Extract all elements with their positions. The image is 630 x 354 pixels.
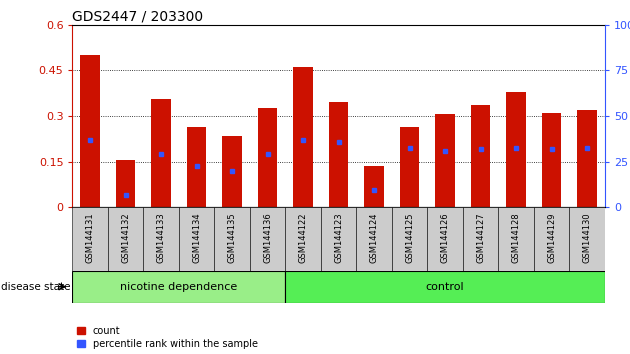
Text: GSM144132: GSM144132	[121, 212, 130, 263]
Text: GSM144125: GSM144125	[405, 212, 414, 263]
Text: nicotine dependence: nicotine dependence	[120, 282, 238, 292]
Bar	[471, 105, 490, 207]
Bar	[179, 207, 214, 271]
Bar	[151, 99, 171, 207]
Bar	[427, 207, 463, 271]
Bar	[329, 102, 348, 207]
Bar	[463, 207, 498, 271]
Text: GSM144128: GSM144128	[512, 212, 520, 263]
Bar	[108, 207, 144, 271]
Text: GSM144122: GSM144122	[299, 212, 307, 263]
Text: GSM144136: GSM144136	[263, 212, 272, 263]
Text: GSM144130: GSM144130	[583, 212, 592, 263]
Bar	[214, 207, 250, 271]
Bar	[534, 207, 570, 271]
Bar	[507, 92, 526, 207]
Bar	[72, 271, 285, 303]
Bar	[285, 207, 321, 271]
Text: disease state: disease state	[1, 282, 70, 292]
Bar	[294, 67, 313, 207]
Text: GSM144129: GSM144129	[547, 212, 556, 263]
Bar	[72, 207, 108, 271]
Text: GSM144124: GSM144124	[370, 212, 379, 263]
Text: GSM144133: GSM144133	[157, 212, 166, 263]
Bar	[81, 55, 100, 207]
Bar	[435, 114, 455, 207]
Bar	[144, 207, 179, 271]
Bar	[258, 108, 277, 207]
Bar	[116, 160, 135, 207]
Text: GSM144126: GSM144126	[440, 212, 450, 263]
Bar	[250, 207, 285, 271]
Bar	[187, 127, 207, 207]
Text: GSM144134: GSM144134	[192, 212, 201, 263]
Bar	[364, 166, 384, 207]
Text: GSM144131: GSM144131	[86, 212, 94, 263]
Bar	[542, 113, 561, 207]
Bar	[357, 207, 392, 271]
Bar	[498, 207, 534, 271]
Bar	[577, 110, 597, 207]
Text: GSM144123: GSM144123	[334, 212, 343, 263]
Bar	[570, 207, 605, 271]
Text: GSM144135: GSM144135	[227, 212, 237, 263]
Bar	[321, 207, 357, 271]
Bar	[222, 136, 242, 207]
Text: control: control	[426, 282, 464, 292]
Bar	[285, 271, 605, 303]
Legend: count, percentile rank within the sample: count, percentile rank within the sample	[77, 326, 258, 349]
Text: GDS2447 / 203300: GDS2447 / 203300	[72, 10, 203, 24]
Bar	[392, 207, 427, 271]
Text: GSM144127: GSM144127	[476, 212, 485, 263]
Bar	[400, 127, 420, 207]
